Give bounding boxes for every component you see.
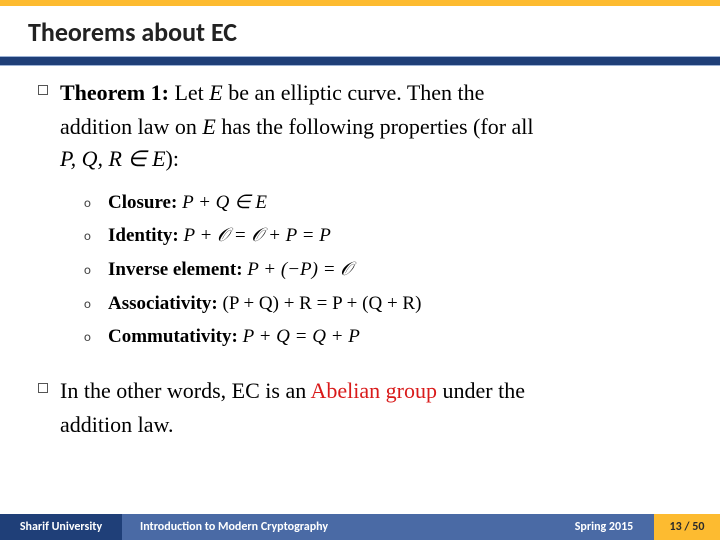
slide-body: Theorem 1: Let E be an elliptic curve. T… xyxy=(0,66,720,514)
property-identity: o Identity: P + 𝒪 = 𝒪 + P = P xyxy=(84,223,682,249)
conclusion-line-2: addition law. xyxy=(60,412,682,438)
footer-page-number: 13 / 50 xyxy=(654,514,720,540)
circle-bullet-icon: o xyxy=(84,228,98,246)
footer-term: Spring 2015 xyxy=(554,514,654,540)
square-bullet-icon xyxy=(38,85,48,95)
highlight-abelian-group: Abelian group xyxy=(311,378,437,403)
property-inverse: o Inverse element: P + (−P) = 𝒪 xyxy=(84,257,682,283)
circle-bullet-icon: o xyxy=(84,329,98,347)
theorem-label: Theorem 1: xyxy=(60,80,169,105)
theorem-line-2: addition law on E has the following prop… xyxy=(60,114,682,140)
slide-header: Theorems about EC xyxy=(0,0,720,56)
slide: Theorems about EC Theorem 1: Let E be an… xyxy=(0,0,720,540)
theorem-line-3: P, Q, R ∈ E): xyxy=(60,146,682,172)
property-closure: o Closure: P + Q ∈ E xyxy=(84,190,682,216)
footer-university: Sharif University xyxy=(0,514,122,540)
theorem-line-1: Theorem 1: Let E be an elliptic curve. T… xyxy=(38,78,682,108)
conclusion-line-1: In the other words, EC is an Abelian gro… xyxy=(38,376,682,406)
slide-footer: Sharif University Introduction to Modern… xyxy=(0,514,720,540)
circle-bullet-icon: o xyxy=(84,296,98,314)
circle-bullet-icon: o xyxy=(84,195,98,213)
footer-course: Introduction to Modern Cryptography xyxy=(122,514,554,540)
property-commutativity: o Commutativity: P + Q = Q + P xyxy=(84,324,682,350)
header-divider-band xyxy=(0,56,720,66)
slide-title: Theorems about EC xyxy=(28,16,720,48)
property-associativity: o Associativity: (P + Q) + R = P + (Q + … xyxy=(84,291,682,317)
circle-bullet-icon: o xyxy=(84,262,98,280)
theorem-text: Theorem 1: Let E be an elliptic curve. T… xyxy=(60,78,484,108)
square-bullet-icon xyxy=(38,383,48,393)
